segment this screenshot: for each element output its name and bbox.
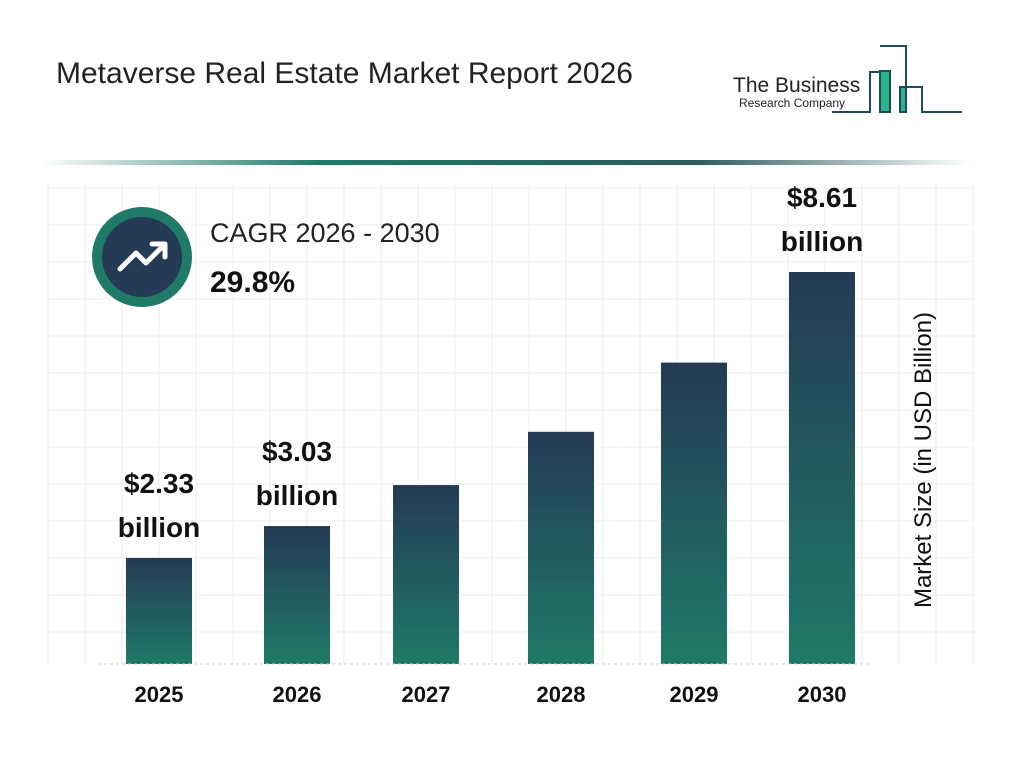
cagr-value: 29.8%: [210, 266, 296, 299]
bar-2030: [789, 272, 855, 664]
page-title: Metaverse Real Estate Market Report 2026: [56, 57, 633, 90]
x-tick-label: 2028: [536, 682, 586, 707]
data-label-value: $2.33: [123, 467, 195, 499]
data-label-2030: $8.61 billion: [752, 176, 892, 264]
x-tick-label: 2027: [401, 682, 451, 707]
data-label-value: $3.03: [261, 436, 333, 468]
bar-2028: [528, 431, 594, 664]
data-label-2025: $2.33 billion: [89, 462, 229, 550]
logo-text-line1: The Business: [733, 74, 861, 97]
bar-2025: [126, 557, 192, 664]
company-logo: The Business Research Company: [730, 44, 970, 116]
y-axis-label: Market Size (in USD Billion): [910, 311, 937, 609]
x-tick-label: 2030: [797, 682, 847, 707]
data-label-unit: billion: [780, 226, 864, 257]
data-label-unit: billion: [255, 480, 339, 512]
data-label-value: $8.61: [786, 182, 858, 213]
trend-up-arrow-icon: [117, 241, 168, 272]
data-label-unit: billion: [117, 511, 201, 543]
bar-2029: [661, 362, 727, 664]
bar-2027: [393, 485, 459, 664]
logo-text-line2: Research Company: [739, 96, 846, 110]
bar-2026: [264, 526, 330, 664]
cagr-badge: [92, 207, 192, 307]
data-label-2026: $3.03 billion: [227, 430, 367, 518]
cagr-label: CAGR 2026 - 2030: [210, 218, 440, 248]
divider: [40, 160, 970, 165]
x-tick-label: 2025: [134, 682, 184, 707]
x-tick-label: 2029: [669, 682, 719, 707]
x-tick-label: 2026: [272, 682, 322, 707]
logo-buildings-icon: [832, 45, 962, 113]
